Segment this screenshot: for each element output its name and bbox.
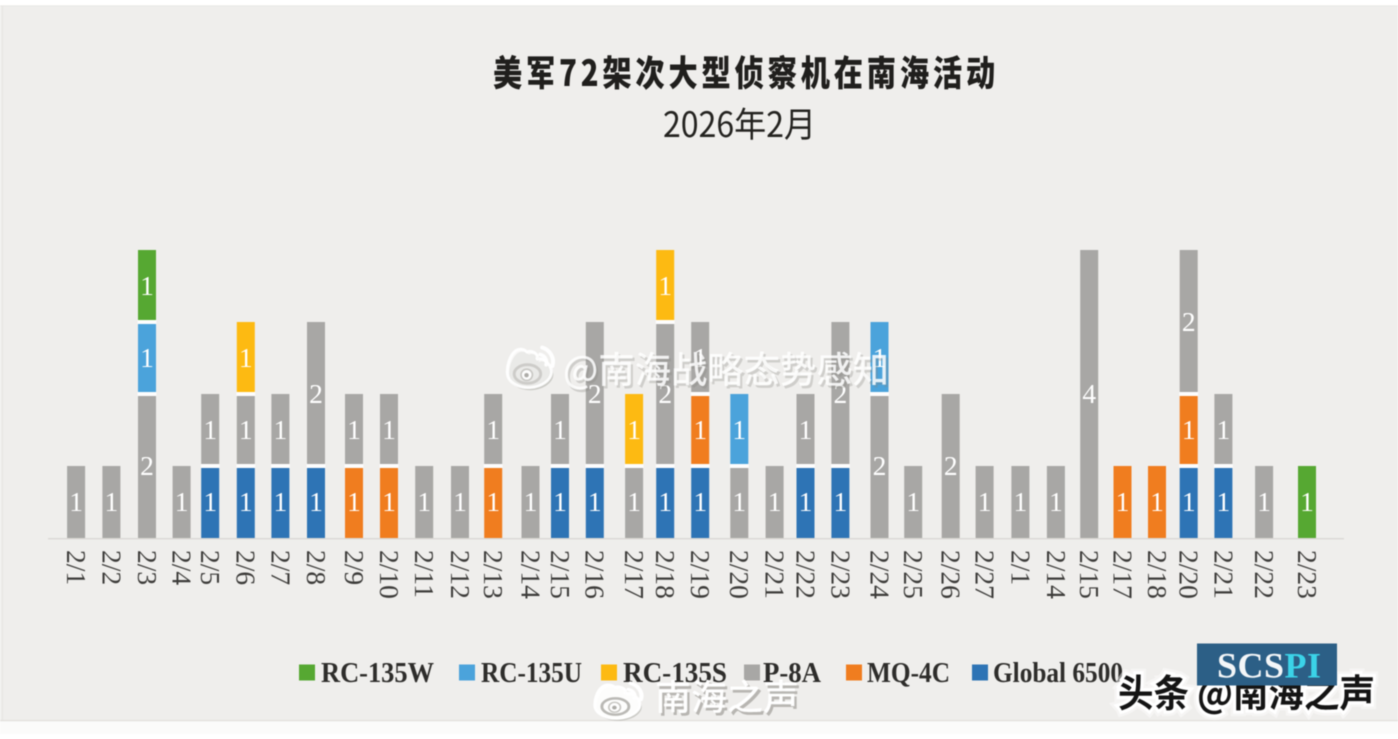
svg-text:1: 1 [693, 414, 707, 445]
svg-text:2/20: 2/20 [724, 550, 755, 599]
svg-text:1: 1 [486, 486, 500, 517]
svg-text:2/19: 2/19 [685, 550, 716, 599]
svg-text:2/3: 2/3 [132, 550, 163, 585]
svg-text:2/11: 2/11 [409, 550, 440, 598]
svg-text:1: 1 [553, 486, 567, 517]
svg-text:1: 1 [382, 486, 396, 517]
svg-text:2: 2 [309, 378, 323, 409]
svg-text:2/22: 2/22 [790, 550, 821, 599]
svg-text:2/5: 2/5 [195, 550, 226, 585]
svg-text:Global 6500: Global 6500 [993, 658, 1123, 689]
svg-text:2: 2 [588, 378, 602, 409]
svg-text:2: 2 [834, 378, 848, 409]
svg-text:2/21: 2/21 [1208, 550, 1239, 599]
svg-text:1: 1 [1182, 486, 1196, 517]
svg-text:2/18: 2/18 [650, 550, 681, 599]
svg-text:1: 1 [274, 414, 288, 445]
svg-text:1: 1 [347, 414, 361, 445]
svg-text:1: 1 [978, 486, 992, 517]
svg-text:2/15: 2/15 [545, 550, 576, 599]
svg-text:2/23: 2/23 [825, 550, 856, 599]
svg-text:4: 4 [1082, 378, 1096, 409]
svg-text:1: 1 [524, 486, 538, 517]
svg-text:1: 1 [486, 414, 500, 445]
svg-text:1: 1 [1116, 486, 1130, 517]
svg-text:1: 1 [588, 486, 602, 517]
svg-text:1: 1 [1150, 486, 1164, 517]
svg-text:2/14: 2/14 [515, 550, 546, 599]
svg-text:2/14: 2/14 [1041, 550, 1072, 599]
svg-text:2/10: 2/10 [374, 550, 405, 599]
svg-text:1: 1 [799, 414, 813, 445]
svg-text:1: 1 [239, 414, 253, 445]
svg-text:2/12: 2/12 [445, 550, 476, 599]
svg-text:1: 1 [658, 486, 672, 517]
svg-text:1: 1 [309, 486, 323, 517]
svg-text:2/22: 2/22 [1249, 550, 1280, 599]
svg-text:RC-135W: RC-135W [321, 658, 434, 689]
svg-text:2/23: 2/23 [1292, 550, 1323, 599]
svg-text:2/17: 2/17 [619, 550, 650, 599]
svg-text:1: 1 [203, 414, 217, 445]
svg-text:1: 1 [274, 486, 288, 517]
svg-text:2/21: 2/21 [760, 550, 791, 599]
svg-text:1: 1 [658, 270, 672, 301]
svg-text:1: 1 [906, 486, 920, 517]
svg-text:1: 1 [732, 414, 746, 445]
svg-text:2/25: 2/25 [898, 550, 929, 599]
svg-text:MQ-4C: MQ-4C [867, 658, 950, 689]
svg-text:2/26: 2/26 [936, 550, 967, 599]
svg-text:1: 1 [382, 414, 396, 445]
svg-text:RC-135U: RC-135U [481, 658, 582, 689]
svg-text:1: 1 [69, 486, 83, 517]
svg-text:2/13: 2/13 [478, 550, 509, 599]
svg-text:1: 1 [140, 342, 154, 373]
svg-text:2/8: 2/8 [301, 550, 332, 585]
svg-text:1: 1 [239, 486, 253, 517]
svg-text:1: 1 [417, 486, 431, 517]
svg-text:1: 1 [239, 342, 253, 373]
svg-text:2: 2 [944, 450, 958, 481]
svg-text:2/1: 2/1 [1005, 550, 1036, 585]
svg-text:2/1: 2/1 [61, 550, 92, 585]
svg-text:1: 1 [347, 486, 361, 517]
svg-text:2/17: 2/17 [1107, 550, 1138, 599]
svg-text:1: 1 [1300, 486, 1314, 517]
svg-text:2/15: 2/15 [1074, 550, 1105, 599]
svg-text:2/16: 2/16 [580, 550, 611, 599]
svg-text:1: 1 [732, 486, 746, 517]
svg-text:2/27: 2/27 [970, 550, 1001, 599]
svg-text:1: 1 [1049, 486, 1063, 517]
svg-text:2: 2 [140, 450, 154, 481]
svg-text:2/7: 2/7 [265, 550, 296, 585]
svg-text:1: 1 [1014, 486, 1028, 517]
svg-text:2/6: 2/6 [231, 550, 262, 585]
svg-text:1: 1 [1257, 486, 1271, 517]
svg-text:1: 1 [175, 486, 189, 517]
svg-text:1: 1 [1217, 486, 1231, 517]
svg-text:1: 1 [1182, 414, 1196, 445]
svg-text:2/24: 2/24 [864, 550, 895, 599]
svg-text:1: 1 [834, 486, 848, 517]
svg-text:1: 1 [1217, 414, 1231, 445]
svg-text:1: 1 [627, 486, 641, 517]
svg-text:2: 2 [1182, 306, 1196, 337]
svg-text:2/18: 2/18 [1142, 550, 1173, 599]
svg-text:1: 1 [627, 414, 641, 445]
svg-text:1: 1 [768, 486, 782, 517]
svg-text:1: 1 [799, 486, 813, 517]
svg-text:1: 1 [453, 486, 467, 517]
svg-text:2/4: 2/4 [167, 550, 198, 585]
svg-text:2/2: 2/2 [96, 550, 127, 585]
svg-text:2/20: 2/20 [1174, 550, 1205, 599]
svg-text:1: 1 [693, 486, 707, 517]
svg-text:1: 1 [140, 270, 154, 301]
svg-text:1: 1 [105, 486, 119, 517]
svg-text:SCSPI: SCSPI [1217, 646, 1322, 686]
svg-text:2: 2 [873, 450, 887, 481]
svg-text:1: 1 [553, 414, 567, 445]
svg-text:1: 1 [203, 486, 217, 517]
svg-text:2: 2 [658, 378, 672, 409]
svg-text:2/9: 2/9 [339, 550, 370, 585]
